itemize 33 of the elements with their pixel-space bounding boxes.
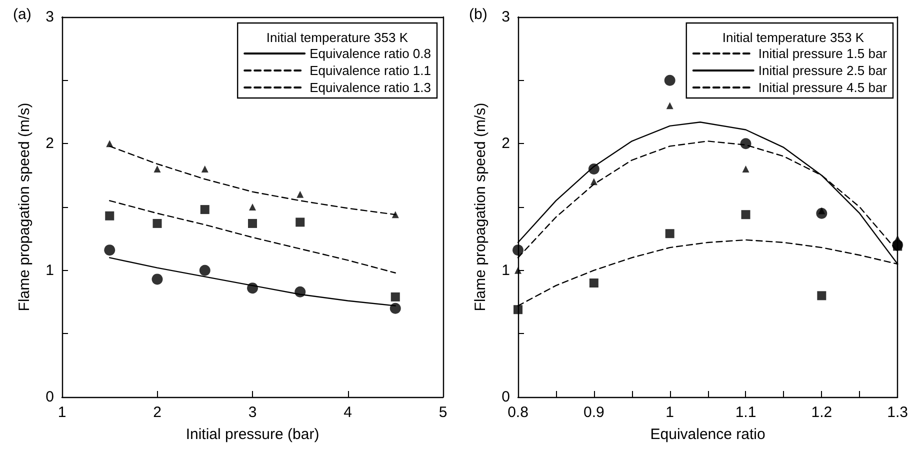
- legend-label: Equivalence ratio 1.1: [310, 63, 432, 78]
- x-tick-label: 4: [344, 404, 352, 421]
- x-tick-label: 0.8: [508, 404, 528, 421]
- chart-title: (a): [13, 6, 32, 23]
- x-tick-label: 3: [248, 404, 257, 421]
- chart-title: (b): [469, 6, 488, 23]
- legend-label: Equivalence ratio 1.3: [310, 80, 432, 95]
- x-tick-label: 5: [438, 404, 448, 421]
- y-tick-label: 1: [46, 262, 54, 279]
- legend-label: Initial pressure 4.5 bar: [758, 80, 888, 95]
- legend-label: Equivalence ratio 0.8: [310, 46, 432, 61]
- legend-title: Initial temperature 353 K: [266, 30, 408, 45]
- y-tick-label: 0: [502, 388, 510, 406]
- y-tick-label: 1: [502, 262, 510, 279]
- x-tick-label: 0.9: [583, 404, 604, 421]
- x-tick-label: 2: [153, 404, 162, 421]
- legend-title: Initial temperature 353 K: [722, 30, 864, 45]
- x-tick-label: 1.3: [887, 404, 908, 421]
- y-tick-label: 3: [46, 8, 54, 26]
- x-axis-title: Equivalence ratio: [650, 426, 766, 443]
- y-tick-label: 2: [502, 135, 510, 152]
- y-tick-label: 0: [46, 388, 54, 406]
- x-tick-label: 1: [58, 404, 66, 421]
- x-tick-label: 1: [666, 404, 674, 421]
- y-tick-label: 3: [502, 8, 510, 26]
- y-axis-title: Flame propagation speed (m/s): [472, 102, 489, 312]
- legend-label: Initial pressure 2.5 bar: [758, 63, 888, 78]
- x-tick-label: 1.1: [735, 404, 756, 421]
- y-axis-title: Flame propagation speed (m/s): [16, 102, 33, 312]
- x-tick-label: 1.2: [811, 404, 832, 421]
- x-axis-title: Initial pressure (bar): [186, 426, 320, 443]
- legend-label: Initial pressure 1.5 bar: [758, 46, 888, 61]
- y-tick-label: 2: [46, 135, 54, 152]
